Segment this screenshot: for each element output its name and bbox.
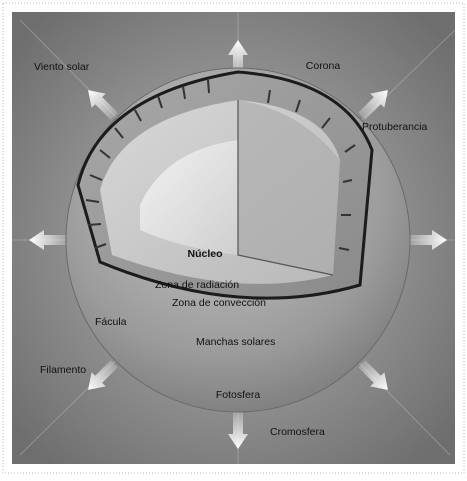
label: Zona de radiación	[155, 279, 239, 291]
label: Protuberancia	[362, 121, 428, 133]
label: Fácula	[95, 316, 127, 328]
label: Manchas solares	[196, 336, 275, 348]
label: Filamento	[40, 364, 86, 376]
sun-diagram: Viento solar Corona Protuberancia Núcleo…	[0, 0, 467, 476]
label: Viento solar	[34, 61, 90, 73]
label: Corona	[306, 60, 341, 72]
label: Núcleo	[187, 248, 222, 260]
label: Fotosfera	[216, 389, 261, 401]
label: Cromosfera	[270, 426, 325, 438]
label: Zona de convección	[172, 297, 266, 309]
